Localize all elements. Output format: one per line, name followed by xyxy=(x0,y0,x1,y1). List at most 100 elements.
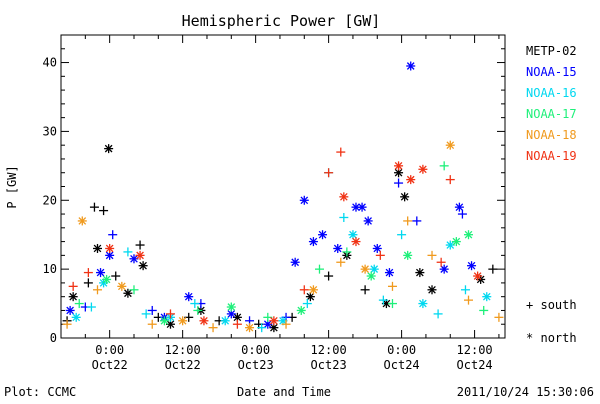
data-point xyxy=(296,305,306,315)
data-point xyxy=(366,271,376,281)
y-tick-label: 40 xyxy=(43,56,57,70)
data-point xyxy=(290,257,300,267)
data-point xyxy=(394,178,404,188)
y-tick-label: 20 xyxy=(43,193,57,207)
marker-key-south-label: south xyxy=(540,298,577,312)
data-point xyxy=(105,243,115,253)
data-point xyxy=(226,309,236,319)
data-point xyxy=(71,312,81,322)
data-point xyxy=(257,323,267,333)
data-point xyxy=(403,216,413,226)
data-point xyxy=(397,230,407,240)
y-tick-label: 10 xyxy=(43,262,57,276)
data-point xyxy=(62,319,72,329)
data-point xyxy=(123,288,133,298)
data-point xyxy=(451,237,461,247)
data-point xyxy=(372,243,382,253)
data-point xyxy=(333,243,343,253)
data-point xyxy=(464,230,474,240)
data-point xyxy=(135,250,145,260)
marker-key-south: + south xyxy=(526,298,577,312)
data-point xyxy=(363,216,373,226)
data-point xyxy=(427,250,437,260)
data-point xyxy=(147,305,157,315)
data-point xyxy=(406,61,416,71)
data-point xyxy=(68,281,78,291)
legend-item: NOAA-15 xyxy=(526,65,577,79)
data-point xyxy=(387,299,397,309)
data-point xyxy=(482,292,492,302)
data-point xyxy=(403,250,413,260)
data-point xyxy=(74,299,84,309)
data-point xyxy=(394,161,404,171)
data-point xyxy=(92,243,102,253)
x-tick-time-label: 12:00 xyxy=(165,343,201,357)
data-point xyxy=(308,237,318,247)
data-point xyxy=(308,285,318,295)
data-point xyxy=(439,264,449,274)
data-point xyxy=(220,316,230,326)
x-tick-day-label: Oct24 xyxy=(457,358,493,372)
data-point xyxy=(406,175,416,185)
data-point xyxy=(184,292,194,302)
data-point xyxy=(104,144,114,154)
data-point xyxy=(427,285,437,295)
data-point xyxy=(454,202,464,212)
x-tick-day-label: Oct23 xyxy=(238,358,274,372)
data-point xyxy=(135,240,145,250)
data-point xyxy=(378,295,388,305)
data-point xyxy=(436,257,446,267)
data-point xyxy=(324,168,334,178)
data-point xyxy=(129,285,139,295)
data-point xyxy=(445,140,455,150)
legend-item: NOAA-18 xyxy=(526,128,577,142)
y-tick-label: 30 xyxy=(43,124,57,138)
x-tick-time-label: 0:00 xyxy=(95,343,124,357)
data-point xyxy=(83,278,93,288)
data-point xyxy=(99,206,109,216)
data-point xyxy=(129,254,139,264)
y-axis-label: P [GW] xyxy=(5,165,19,208)
data-point xyxy=(147,319,157,329)
x-tick-day-label: Oct24 xyxy=(384,358,420,372)
data-point xyxy=(138,261,148,271)
data-point xyxy=(269,316,279,326)
data-point xyxy=(318,230,328,240)
data-point xyxy=(418,299,428,309)
data-point xyxy=(473,271,483,281)
data-point xyxy=(348,230,358,240)
data-point xyxy=(336,257,346,267)
marker-key-north-label: north xyxy=(540,331,577,345)
data-point xyxy=(339,212,349,222)
data-point xyxy=(281,319,291,329)
data-point xyxy=(159,316,169,326)
data-point xyxy=(439,161,449,171)
data-point xyxy=(89,202,99,212)
data-point xyxy=(433,309,443,319)
data-point xyxy=(92,285,102,295)
data-point xyxy=(457,209,467,219)
data-point xyxy=(445,175,455,185)
data-point xyxy=(412,216,422,226)
y-tick-label: 0 xyxy=(50,331,57,345)
data-point xyxy=(384,268,394,278)
x-tick-day-label: Oct22 xyxy=(165,358,201,372)
data-point xyxy=(479,305,489,315)
footer-timestamp: 2011/10/24 15:30:06 xyxy=(456,385,594,399)
star-marker-icon: * xyxy=(526,331,534,345)
data-point xyxy=(339,192,349,202)
legend-item: METP-02 xyxy=(526,44,577,58)
data-point xyxy=(117,281,127,291)
legend-item: NOAA-19 xyxy=(526,149,577,163)
x-tick-time-label: 0:00 xyxy=(387,343,416,357)
data-point xyxy=(357,202,367,212)
data-point xyxy=(83,268,93,278)
data-point xyxy=(418,164,428,174)
data-point xyxy=(141,309,151,319)
marker-key-north: * north xyxy=(526,331,577,345)
footer-x-axis-label: Date and Time xyxy=(237,385,331,399)
data-point xyxy=(336,147,346,157)
data-point xyxy=(375,250,385,260)
